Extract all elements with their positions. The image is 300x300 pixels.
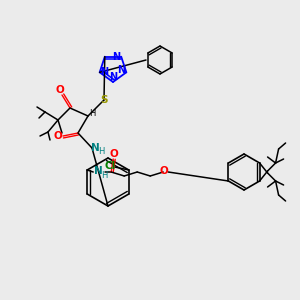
Text: N: N	[117, 65, 125, 75]
Text: H: H	[101, 170, 107, 179]
Text: N: N	[100, 67, 109, 77]
Text: O: O	[54, 131, 62, 141]
Text: Cl: Cl	[104, 161, 116, 171]
Text: O: O	[56, 85, 64, 95]
Text: N: N	[94, 166, 103, 176]
Text: H: H	[98, 148, 104, 157]
Text: O: O	[160, 166, 169, 176]
Text: N: N	[112, 52, 120, 62]
Text: N: N	[109, 72, 117, 82]
Text: H: H	[89, 109, 95, 118]
Text: O: O	[110, 149, 118, 159]
Text: N: N	[91, 143, 99, 153]
Text: S: S	[100, 95, 108, 105]
